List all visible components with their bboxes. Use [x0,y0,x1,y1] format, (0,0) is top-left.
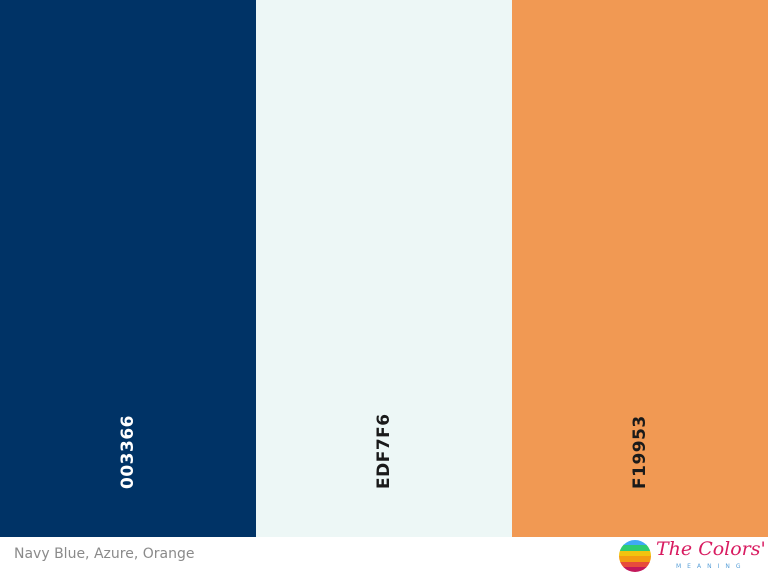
logo-subtitle: MEANING [676,563,747,570]
hex-label: EDF7F6 [374,413,394,489]
color-swatch: F19953 [512,0,768,537]
swatch-row: 003366 EDF7F6 F19953 [0,0,768,537]
caption: Navy Blue, Azure, Orange [14,546,195,562]
hex-label: 003366 [118,415,138,489]
logo-title: The Colors' [656,538,766,560]
color-swatch: EDF7F6 [256,0,512,537]
logo: The Colors' MEANING [618,538,766,574]
hex-label: F19953 [630,415,650,489]
color-swatch: 003366 [0,0,256,537]
logo-icon [619,540,651,572]
